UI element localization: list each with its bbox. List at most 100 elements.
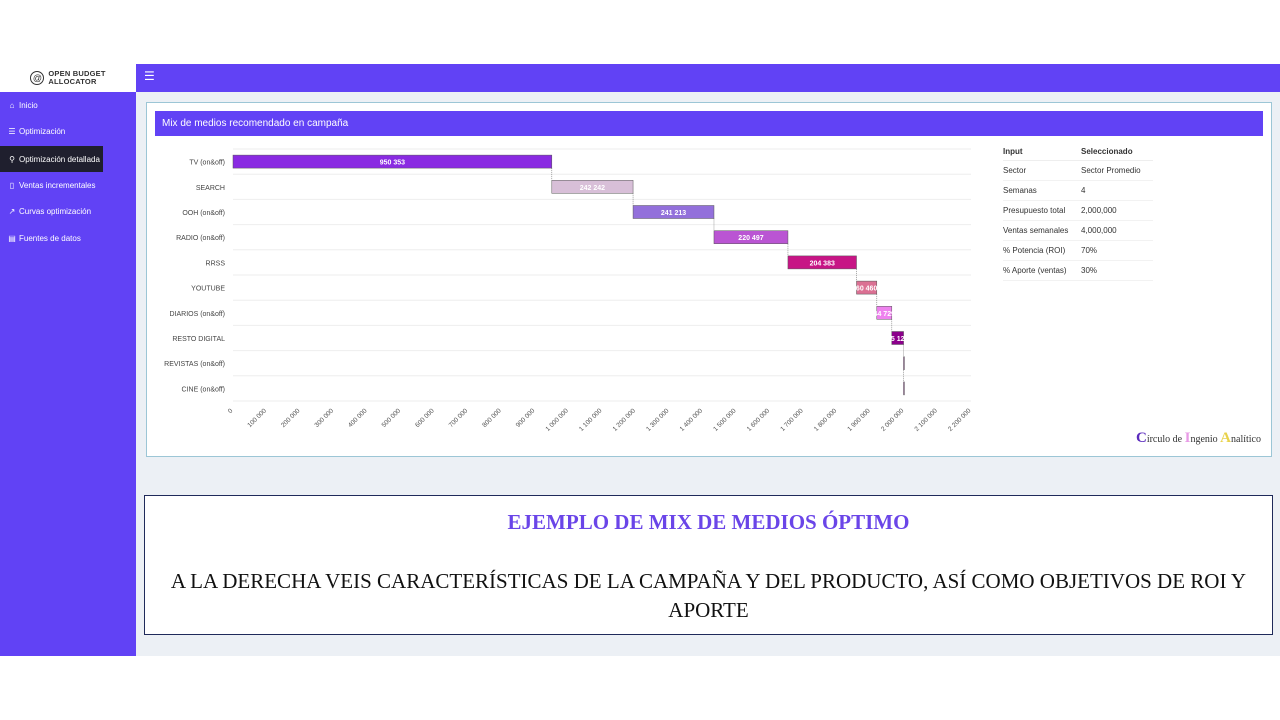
x-tick-label: 100 000 (246, 407, 268, 429)
data-label: 950 353 (380, 160, 405, 167)
row-value: 70% (1081, 240, 1153, 261)
bar (876, 306, 893, 320)
x-tick-label: 1 400 000 (679, 407, 705, 433)
bar (787, 255, 857, 270)
data-label: 242 242 (580, 185, 605, 192)
sidebar-item-label: Curvas optimización (19, 206, 92, 216)
x-tick-label: 1 200 000 (612, 407, 638, 433)
data-label: 35 124 (887, 336, 909, 343)
brand-logo: Círculo de Ingenio Analítico (1135, 430, 1261, 446)
bar (551, 180, 634, 194)
x-tick-label: 700 000 (448, 407, 470, 429)
database-icon: ▤ (8, 233, 16, 243)
row-value: 4 (1081, 180, 1153, 201)
caption-box: EJEMPLO DE MIX DE MEDIOS ÓPTIMO A LA DER… (144, 495, 1273, 635)
x-tick-label: 2 200 000 (947, 407, 973, 433)
signal-bars-icon: ▯ (9, 180, 15, 190)
table-row: Semanas 4 (1003, 180, 1153, 201)
data-label: 204 383 (810, 260, 835, 267)
sidebar-item-label: Optimización (19, 126, 66, 136)
table-row: Sector Sector Promedio (1003, 160, 1153, 181)
sidebar-item-ventas-incrementales[interactable]: ▯ Ventas incrementales (0, 172, 96, 198)
row-value: Sector Promedio (1081, 160, 1153, 181)
x-tick-label: 400 000 (347, 407, 369, 429)
category-label: RRSS (206, 260, 226, 267)
sidebar-item-optimizacion[interactable]: ☰ Optimización (0, 118, 65, 144)
sidebar-item-curvas-optimizacion[interactable]: ↗ Curvas optimización (0, 198, 91, 224)
column-header-selected: Seleccionado (1081, 143, 1153, 161)
category-label: RESTO DIGITAL (172, 336, 225, 343)
x-tick-label: 2 100 000 (913, 407, 939, 433)
x-tick-label: 800 000 (481, 407, 503, 429)
sidebar-item-label: Ventas incrementales (19, 180, 96, 190)
bar (903, 381, 905, 396)
x-tick-label: 2 000 000 (880, 407, 906, 433)
waterfall-chart: TV (on&off) 950 353 SEARCH 242 242 OOH (on&o… (164, 148, 973, 433)
category-label: TV (on&off) (189, 160, 225, 167)
app-window: @ OPEN BUDGET ALLOCATOR ☰ ⌂ Inicio ☰ Opt… (0, 64, 1280, 656)
inputs-table: Input Seleccionado Sector Sector Promedio… (1003, 143, 1153, 281)
line-chart-icon: ↗ (8, 206, 16, 216)
x-tick-label: 1 300 000 (645, 407, 671, 433)
sidebar-item-optimizacion-detallada[interactable]: ⚲ Optimización detallada (0, 146, 103, 172)
data-label: 44 729 (874, 311, 896, 318)
x-tick-label: 1 500 000 (712, 407, 738, 433)
x-tick-label: 0 (227, 407, 235, 415)
x-tick-label: 1 700 000 (779, 407, 805, 433)
table-row: % Potencia (ROI) 70% (1003, 240, 1153, 261)
sidebar-item-fuentes-de-datos[interactable]: ▤ Fuentes de datos (0, 225, 81, 251)
x-tick-label: 1 900 000 (846, 407, 872, 433)
bar (891, 331, 904, 345)
x-tick-label: 500 000 (381, 407, 403, 429)
sidebar-item-label: Inicio (19, 100, 38, 110)
row-key: % Potencia (ROI) (1003, 240, 1081, 261)
data-label: 241 213 (661, 210, 686, 217)
row-key: % Aporte (ventas) (1003, 260, 1081, 281)
category-label: YOUTUBE (191, 286, 225, 293)
x-tick-label: 600 000 (414, 407, 436, 429)
x-tick-label: 1 100 000 (578, 407, 604, 433)
category-label: SEARCH (196, 185, 225, 192)
x-tick-label: 300 000 (313, 407, 335, 429)
row-key: Semanas (1003, 180, 1081, 201)
table-header-row: Input Seleccionado (1003, 143, 1153, 161)
x-tick-label: 1 000 000 (544, 407, 570, 433)
media-mix-panel: Mix de medios recomendado en campaña TV … (146, 102, 1272, 457)
x-tick-label: 200 000 (280, 407, 302, 429)
row-key: Presupuesto total (1003, 200, 1081, 221)
row-value: 2,000,000 (1081, 200, 1153, 221)
bar (232, 154, 553, 169)
caption-title: EJEMPLO DE MIX DE MEDIOS ÓPTIMO (507, 510, 910, 534)
sliders-icon: ☰ (8, 126, 16, 136)
search-icon: ⚲ (9, 154, 15, 164)
bar (903, 356, 905, 370)
bar (632, 205, 715, 219)
category-label: OOH (on&off) (182, 210, 225, 217)
category-label: DIARIOS (on&off) (169, 311, 225, 318)
data-label: 60 460 (856, 286, 878, 293)
x-tick-label: 1 600 000 (746, 407, 772, 433)
x-tick-label: 900 000 (515, 407, 537, 429)
column-header-input: Input (1003, 143, 1081, 161)
sidebar: ⌂ Inicio ☰ Optimización ⚲ Optimización d… (0, 92, 136, 656)
at-sign-icon: @ (30, 71, 45, 85)
x-tick-label: 1 800 000 (813, 407, 839, 433)
row-value: 4,000,000 (1081, 220, 1153, 241)
row-key: Sector (1003, 160, 1081, 181)
logo-line2: ALLOCATOR (48, 77, 97, 86)
top-bar: ☰ (136, 64, 1280, 92)
sidebar-item-inicio[interactable]: ⌂ Inicio (0, 92, 38, 118)
category-label: RADIO (on&off) (176, 235, 225, 242)
hamburger-icon[interactable]: ☰ (144, 69, 155, 83)
bar (856, 280, 878, 295)
bar (713, 230, 789, 244)
table-row: % Aporte (ventas) 30% (1003, 260, 1153, 281)
sidebar-item-label: Optimización detallada (19, 154, 100, 164)
sidebar-item-label: Fuentes de datos (19, 233, 81, 243)
row-key: Ventas semanales (1003, 220, 1081, 241)
panel-title: Mix de medios recomendado en campaña (155, 111, 1263, 136)
caption-body: A LA DERECHA VEIS CARACTERÍSTICAS DE LA … (170, 569, 1247, 622)
table-row: Ventas semanales 4,000,000 (1003, 220, 1153, 241)
logo: @ OPEN BUDGET ALLOCATOR (0, 64, 136, 92)
data-label: 220 497 (738, 235, 763, 242)
